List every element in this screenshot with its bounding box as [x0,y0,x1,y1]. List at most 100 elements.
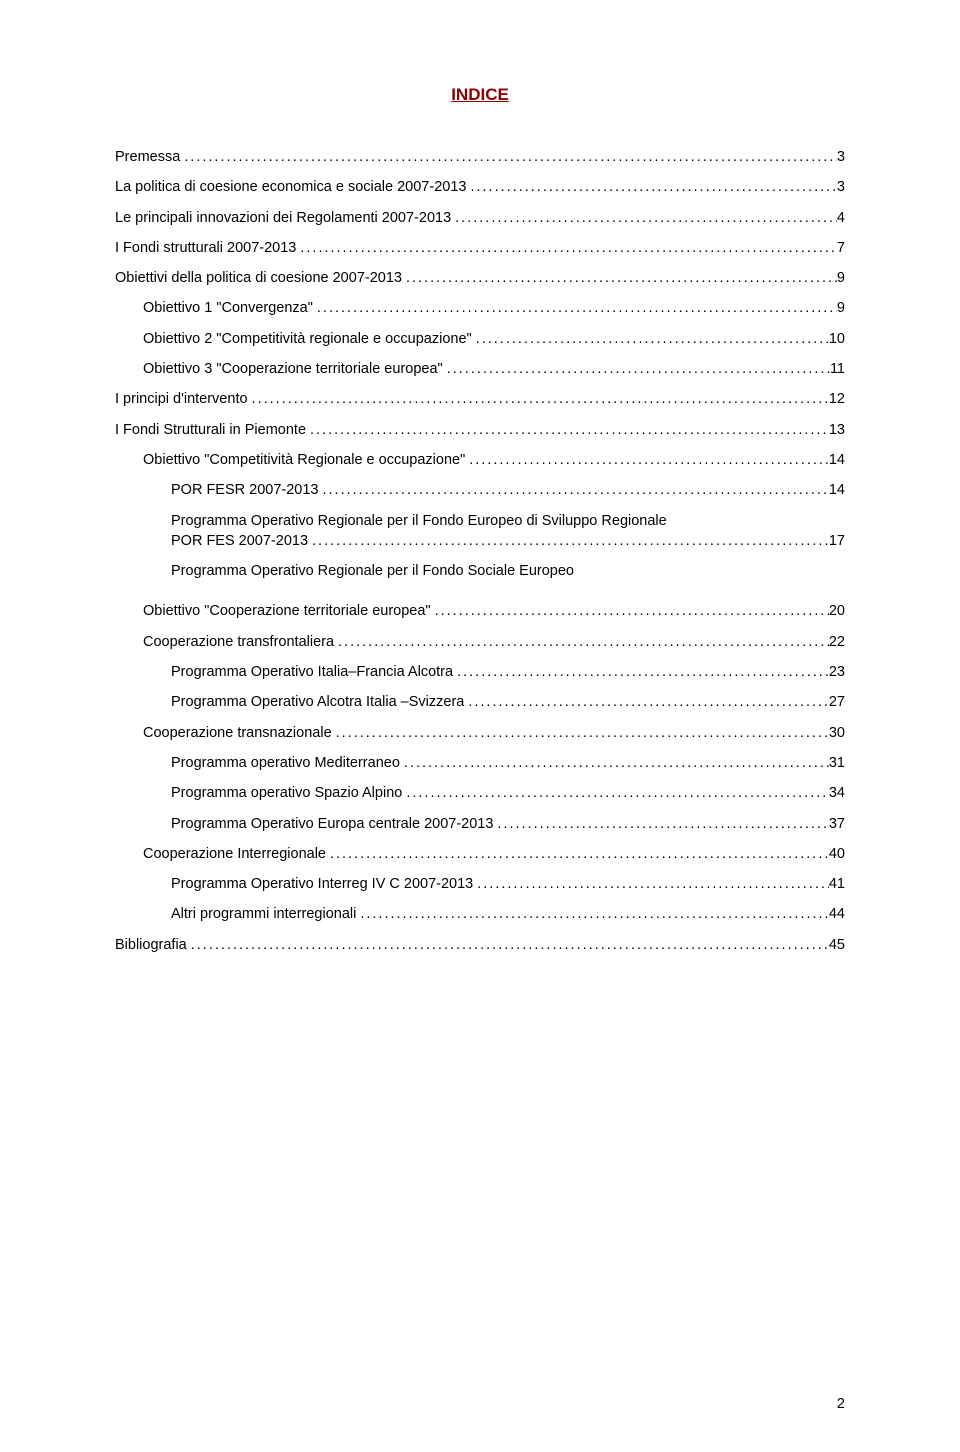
toc-entry-page: 12 [829,389,845,409]
toc-entry-page: 3 [837,177,845,197]
toc-entry: Obiettivo 1 "Convergenza" 9 [143,298,845,318]
toc-entry: Programma Operativo Regionale per il Fon… [171,511,845,531]
toc-leader-dots [356,904,829,924]
toc-entry-page: 20 [829,601,845,621]
toc-leader-dots [326,844,829,864]
toc-entry-page: 14 [829,480,845,500]
toc-entry: I principi d'intervento 12 [115,389,845,409]
toc-leader-dots [443,359,830,379]
toc-entry-page: 10 [829,329,845,349]
toc-entry-label: Programma operativo Mediterraneo [171,753,400,773]
toc-entry: Programma Operativo Europa centrale 2007… [171,814,845,834]
toc-entry: I Fondi strutturali 2007-2013 7 [115,238,845,258]
toc-entry: Premessa 3 [115,147,845,167]
toc-leader-dots [472,329,829,349]
toc-entry-page: 27 [829,692,845,712]
toc-entry-label: Cooperazione transfrontaliera [143,632,334,652]
toc-entry-label: Obiettivo "Competitività Regionale e occ… [143,450,465,470]
toc-entry-label: Obiettivo "Cooperazione territoriale eur… [143,601,431,621]
toc-entry-label: I Fondi Strutturali in Piemonte [115,420,306,440]
toc-entry: Programma Operativo Italia–Francia Alcot… [171,662,845,682]
toc-leader-dots [180,147,837,167]
toc-entry-label: Programma Operativo Alcotra Italia –Sviz… [171,692,464,712]
toc-entry-label: Obiettivo 3 "Cooperazione territoriale e… [143,359,443,379]
toc-leader-dots [402,783,829,803]
toc-entry-page: 40 [829,844,845,864]
toc-leader-dots [464,692,829,712]
toc-leader-dots [334,632,829,652]
toc-entry-label: I Fondi strutturali 2007-2013 [115,238,296,258]
toc-entry-page: 31 [829,753,845,773]
toc-entry-page: 30 [829,723,845,743]
toc-entry-page: 7 [837,238,845,258]
toc-entry-label: POR FES 2007-2013 [171,531,308,551]
toc-entry: Altri programmi interregionali44 [171,904,845,924]
toc-entry-page: 9 [837,268,845,288]
toc-entry-page: 34 [829,783,845,803]
toc-entry: Le principali innovazioni dei Regolament… [115,208,845,228]
toc-entry-label: Altri programmi interregionali [171,904,356,924]
toc-entry-page: 23 [829,662,845,682]
page-title: INDICE [115,85,845,105]
toc-leader-dots [473,874,829,894]
toc-entry: Bibliografia 45 [115,935,845,955]
toc-entry-label: Programma Operativo Italia–Francia Alcot… [171,662,453,682]
toc-entry-page: 45 [829,935,845,955]
toc-entry-label: Obiettivi della politica di coesione 200… [115,268,402,288]
toc-entry-label: I principi d'intervento [115,389,248,409]
table-of-contents: Premessa 3 La politica di coesione economi… [115,147,845,955]
toc-entry: POR FES 2007-2013 17 [171,531,845,551]
toc-leader-dots [451,208,837,228]
toc-entry: Programma Operativo Regionale per il Fon… [171,561,845,581]
toc-entry-label: Premessa [115,147,180,167]
toc-leader-dots [402,268,837,288]
toc-entry-label: Le principali innovazioni dei Regolament… [115,208,451,228]
toc-entry: Programma Operativo Interreg IV C 2007-2… [171,874,845,894]
toc-entry-label: Programma operativo Spazio Alpino [171,783,402,803]
toc-entry: Programma operativo Mediterraneo 31 [171,753,845,773]
toc-entry-label: Obiettivo 2 "Competitività regionale e o… [143,329,472,349]
toc-leader-dots [308,531,829,551]
toc-entry: Obiettivo 2 "Competitività regionale e o… [143,329,845,349]
toc-entry: Cooperazione transnazionale 30 [143,723,845,743]
toc-leader-dots [466,177,836,197]
toc-leader-dots [319,480,829,500]
toc-entry: Obiettivo 3 "Cooperazione territoriale e… [143,359,845,379]
toc-entry: POR FESR 2007-2013 14 [171,480,845,500]
toc-entry: Programma operativo Spazio Alpino 34 [171,783,845,803]
toc-leader-dots [400,753,829,773]
toc-entry-page: 22 [829,632,845,652]
toc-entry-label: Programma Operativo Regionale per il Fon… [171,511,667,531]
toc-entry: Programma Operativo Alcotra Italia –Sviz… [171,692,845,712]
toc-entry: La politica di coesione economica e soci… [115,177,845,197]
toc-entry-page: 41 [829,874,845,894]
toc-entry: I Fondi Strutturali in Piemonte 13 [115,420,845,440]
toc-entry-label: Cooperazione Interregionale [143,844,326,864]
toc-entry-page: 17 [829,531,845,551]
toc-entry-label: Programma Operativo Regionale per il Fon… [171,561,574,581]
toc-entry-label: Bibliografia [115,935,187,955]
toc-leader-dots [493,814,828,834]
toc-entry: Cooperazione transfrontaliera 22 [143,632,845,652]
toc-entry: Obiettivi della politica di coesione 200… [115,268,845,288]
toc-entry-page: 37 [829,814,845,834]
toc-leader-dots [296,238,837,258]
toc-leader-dots [453,662,829,682]
toc-entry: Cooperazione Interregionale 40 [143,844,845,864]
toc-entry-page: 14 [829,450,845,470]
toc-entry-page: 3 [837,147,845,167]
toc-entry-page: 11 [830,359,845,379]
toc-leader-dots [431,601,829,621]
toc-entry-label: POR FESR 2007-2013 [171,480,319,500]
toc-entry-label: Obiettivo 1 "Convergenza" [143,298,313,318]
toc-entry-label: Programma Operativo Europa centrale 2007… [171,814,493,834]
toc-leader-dots [187,935,829,955]
toc-entry-page: 9 [837,298,845,318]
toc-entry-page: 13 [829,420,845,440]
toc-leader-dots [313,298,837,318]
toc-leader-dots [332,723,829,743]
toc-entry-label: Cooperazione transnazionale [143,723,332,743]
toc-entry-label: La politica di coesione economica e soci… [115,177,466,197]
toc-entry: Obiettivo "Competitività Regionale e occ… [143,450,845,470]
toc-entry: Obiettivo "Cooperazione territoriale eur… [143,601,845,621]
